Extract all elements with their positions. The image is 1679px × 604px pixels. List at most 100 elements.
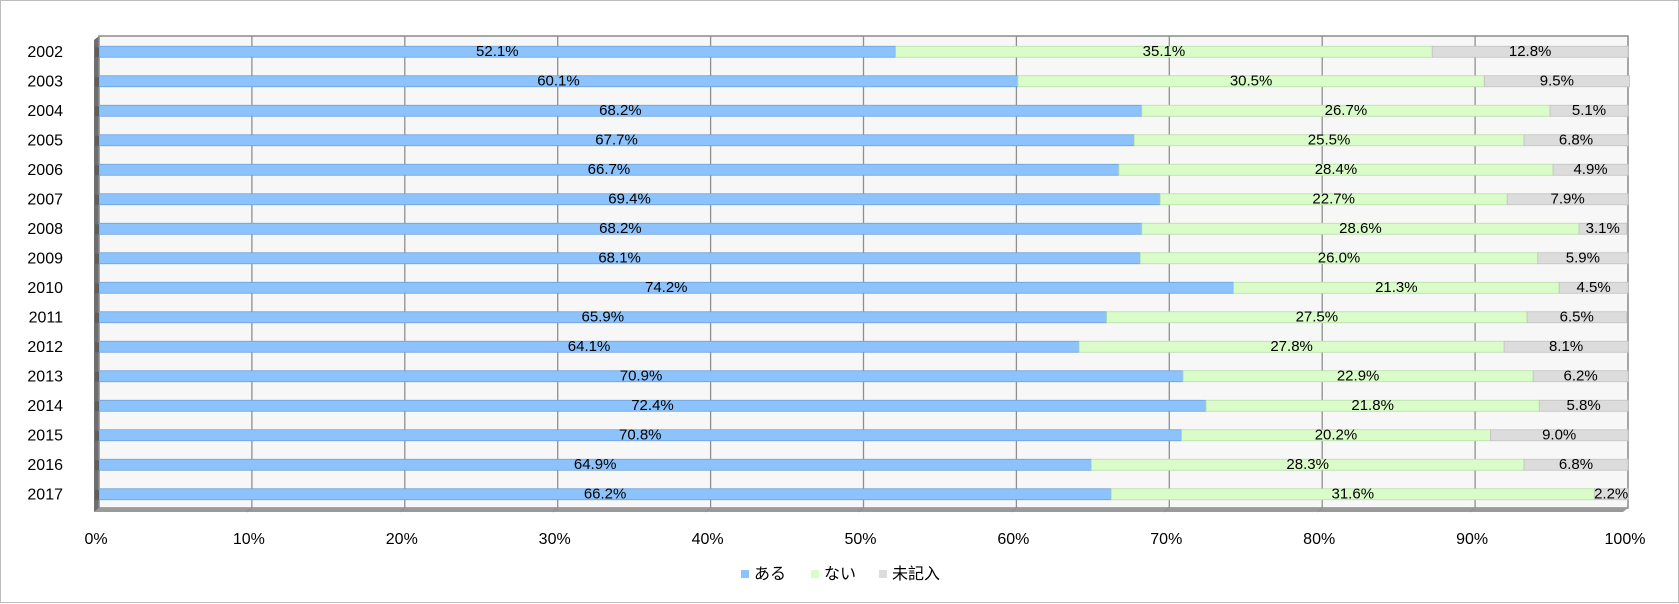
bar-segment xyxy=(1552,163,1629,176)
data-label: 30.5% xyxy=(1230,72,1273,89)
data-label: 12.8% xyxy=(1509,43,1552,60)
data-label: 9.5% xyxy=(1540,72,1574,89)
y-tick-label: 2008 xyxy=(27,221,63,238)
legend-label: ない xyxy=(824,565,856,583)
data-label: 28.3% xyxy=(1286,456,1329,473)
data-label: 68.2% xyxy=(599,220,642,237)
bar-cap xyxy=(95,224,99,235)
x-tick-label: 10% xyxy=(233,531,265,548)
data-label: 52.1% xyxy=(476,43,519,60)
data-label: 27.5% xyxy=(1296,308,1339,325)
x-tick-label: 70% xyxy=(1150,531,1182,548)
data-label: 6.8% xyxy=(1559,131,1593,148)
gridline-floor xyxy=(552,507,559,513)
bar-cap xyxy=(95,371,99,382)
bar-segment xyxy=(1538,399,1629,412)
data-label: 69.4% xyxy=(608,190,651,207)
data-label: 4.5% xyxy=(1576,279,1610,296)
bar-cap xyxy=(95,401,99,412)
data-label: 7.9% xyxy=(1551,190,1585,207)
data-label: 5.9% xyxy=(1566,249,1600,266)
bar-segment xyxy=(1431,45,1629,58)
data-label: 31.6% xyxy=(1332,485,1375,502)
bar-segment xyxy=(1506,193,1629,206)
x-tick-label: 80% xyxy=(1303,531,1335,548)
bar-cap xyxy=(95,460,99,471)
data-label: 72.4% xyxy=(631,397,674,414)
bar-segment xyxy=(1483,75,1630,88)
legend-label: 未記入 xyxy=(892,565,940,583)
data-label: 5.1% xyxy=(1572,102,1606,119)
x-tick-label: 100% xyxy=(1605,531,1646,548)
data-label: 22.9% xyxy=(1337,367,1380,384)
bar-segment xyxy=(1523,134,1629,147)
bar-cap xyxy=(95,312,99,323)
gridline-floor xyxy=(1163,507,1170,513)
y-tick-label: 2009 xyxy=(27,250,63,267)
legend-swatch xyxy=(741,570,749,578)
data-label: 4.9% xyxy=(1573,161,1607,178)
gridline-floor xyxy=(399,507,406,513)
data-label: 22.7% xyxy=(1312,190,1355,207)
bar-segment xyxy=(1549,104,1629,117)
legend-swatch xyxy=(879,570,887,578)
data-label: 74.2% xyxy=(645,279,688,296)
y-tick-label: 2006 xyxy=(27,162,63,179)
data-label: 60.1% xyxy=(537,72,580,89)
y-tick-label: 2012 xyxy=(27,339,63,356)
y-tick-label: 2015 xyxy=(27,427,63,444)
bar-segment xyxy=(1558,281,1629,294)
bar-segment xyxy=(1578,222,1627,235)
gridline-floor xyxy=(1011,507,1017,513)
y-tick-label: 2013 xyxy=(27,368,63,385)
bar-segment xyxy=(1489,429,1629,442)
data-label: 8.1% xyxy=(1549,338,1583,355)
y-tick-label: 2016 xyxy=(27,457,63,474)
y-tick-label: 2010 xyxy=(27,280,63,297)
data-label: 65.9% xyxy=(582,308,625,325)
data-label: 70.8% xyxy=(619,426,662,443)
bar-cap xyxy=(95,283,99,294)
data-label: 20.2% xyxy=(1315,426,1358,443)
y-tick-label: 2017 xyxy=(27,486,63,503)
bar-cap xyxy=(95,342,99,353)
y-tick-label: 2011 xyxy=(29,309,64,326)
bar-cap xyxy=(95,106,99,117)
bar-cap xyxy=(95,253,99,264)
bar-cap xyxy=(95,135,99,146)
data-label: 68.1% xyxy=(598,249,641,266)
data-label: 28.6% xyxy=(1339,220,1382,237)
x-tick-label: 90% xyxy=(1456,531,1488,548)
bar-segment xyxy=(1593,488,1629,501)
data-label: 28.4% xyxy=(1315,161,1358,178)
bar-cap xyxy=(95,194,99,205)
data-label: 21.8% xyxy=(1351,397,1394,414)
bar-cap xyxy=(95,47,99,58)
data-label: 66.7% xyxy=(588,161,631,178)
data-label: 68.2% xyxy=(599,102,642,119)
bar-cap xyxy=(95,430,99,441)
data-label: 5.8% xyxy=(1567,397,1601,414)
bar-cap xyxy=(95,489,99,500)
data-label: 26.7% xyxy=(1325,102,1368,119)
gridline-floor xyxy=(246,507,253,513)
data-label: 66.2% xyxy=(584,485,627,502)
data-label: 64.9% xyxy=(574,456,617,473)
data-label: 6.8% xyxy=(1559,456,1593,473)
bar-segment xyxy=(1532,370,1629,383)
gridline-floor xyxy=(1469,507,1476,513)
data-label: 64.1% xyxy=(568,338,611,355)
y-tick-label: 2007 xyxy=(27,191,63,208)
y-tick-label: 2002 xyxy=(27,44,63,61)
data-label: 67.7% xyxy=(595,131,638,148)
bar-segment xyxy=(1523,458,1629,471)
bar-cap xyxy=(95,76,99,87)
data-label: 6.2% xyxy=(1563,367,1597,384)
legend-label: ある xyxy=(754,565,786,583)
x-tick-label: 40% xyxy=(692,531,724,548)
plot-side-wall xyxy=(94,36,99,512)
gridline-floor xyxy=(858,507,864,513)
x-tick-label: 0% xyxy=(84,531,107,548)
